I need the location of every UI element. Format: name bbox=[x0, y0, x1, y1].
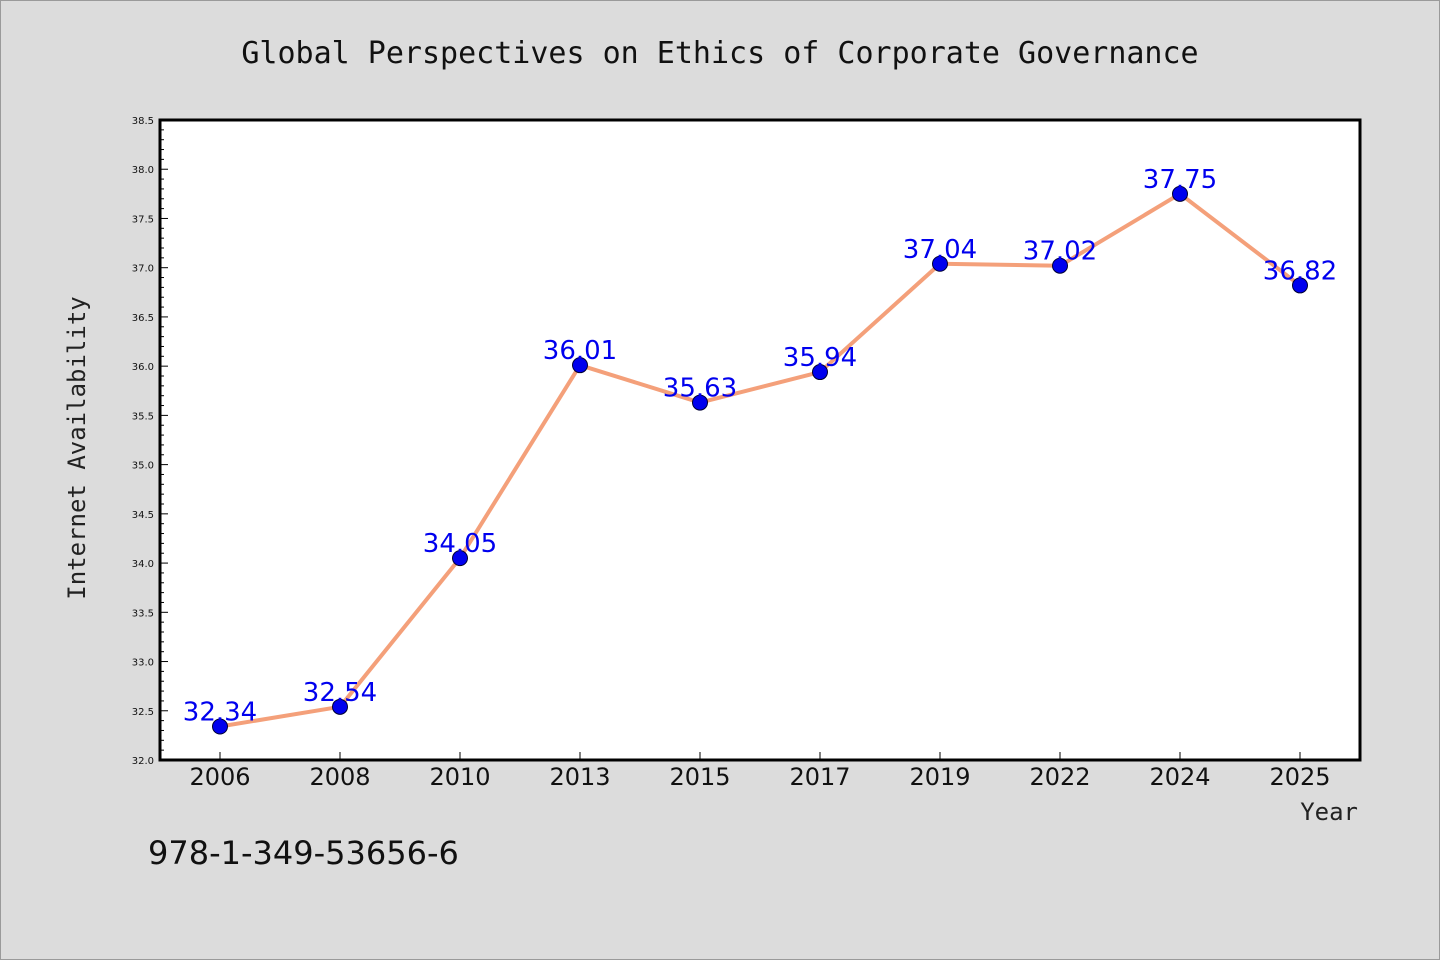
data-labels: 32.34 32.54 34.05 36.01 35.63 35.94 37.04 37.02… bbox=[183, 165, 1337, 728]
data-label: 36.01 bbox=[543, 336, 617, 366]
data-label: 37.75 bbox=[1143, 165, 1217, 195]
y-tick-label: 38.5 bbox=[132, 116, 154, 127]
data-point bbox=[1172, 185, 1188, 202]
x-axis-title: Year bbox=[1300, 798, 1358, 826]
series bbox=[212, 185, 1308, 735]
y-tick-label: 33.0 bbox=[132, 658, 154, 669]
data-point bbox=[1292, 277, 1308, 294]
data-label: 32.54 bbox=[303, 678, 377, 708]
data-point bbox=[812, 364, 828, 381]
data-label: 34.05 bbox=[423, 529, 497, 559]
x-tick-label: 2013 bbox=[549, 763, 610, 791]
y-axis-title: Internet Availability bbox=[63, 296, 91, 599]
y-axis: 32.0 32.5 33.0 33.5 34.0 34.5 35.0 35.5 36.0 36.5… bbox=[132, 116, 168, 767]
x-tick-label: 2010 bbox=[429, 763, 490, 791]
x-tick-label: 2019 bbox=[909, 763, 970, 791]
x-tick-label: 2015 bbox=[669, 763, 730, 791]
y-tick-label: 32.0 bbox=[132, 756, 154, 767]
isbn-label: 978-1-349-53656-6 bbox=[148, 834, 459, 872]
chart-title: Global Perspectives on Ethics of Corpora… bbox=[241, 36, 1198, 71]
data-point bbox=[212, 718, 228, 735]
x-tick-label: 2025 bbox=[1269, 763, 1330, 791]
y-tick-label: 35.0 bbox=[132, 461, 154, 472]
data-label: 37.02 bbox=[1023, 237, 1097, 267]
x-tick-label: 2008 bbox=[309, 763, 370, 791]
x-tick-label: 2024 bbox=[1149, 763, 1210, 791]
x-tick-label: 2017 bbox=[789, 763, 850, 791]
data-label: 35.63 bbox=[663, 374, 737, 404]
plot-area bbox=[158, 118, 1362, 762]
data-point bbox=[1052, 257, 1068, 274]
series-line bbox=[218, 191, 1302, 729]
y-tick-label: 34.5 bbox=[132, 510, 154, 521]
data-label: 36.82 bbox=[1263, 256, 1337, 286]
data-point bbox=[572, 357, 588, 374]
data-label: 32.34 bbox=[183, 698, 257, 728]
y-tick-label: 37.0 bbox=[132, 264, 154, 275]
data-label: 35.94 bbox=[783, 343, 857, 373]
data-point bbox=[932, 255, 948, 272]
data-label: 37.04 bbox=[903, 235, 977, 265]
data-point bbox=[332, 698, 348, 715]
y-tick-label: 36.5 bbox=[132, 313, 154, 324]
data-point bbox=[692, 394, 708, 411]
x-tick-label: 2006 bbox=[189, 763, 250, 791]
y-tick-label: 38.0 bbox=[132, 165, 154, 176]
x-tick-label: 2022 bbox=[1029, 763, 1090, 791]
y-tick-label: 37.5 bbox=[132, 214, 154, 225]
data-point bbox=[452, 550, 468, 567]
y-tick-label: 36.0 bbox=[132, 362, 154, 373]
y-tick-label: 34.0 bbox=[132, 559, 154, 570]
y-tick-label: 33.5 bbox=[132, 608, 154, 619]
y-tick-label: 32.5 bbox=[132, 707, 154, 718]
y-tick-label: 35.5 bbox=[132, 411, 154, 422]
x-axis: 2006 2008 2010 2013 2015 2017 2019 2022 2024 2025 bbox=[189, 752, 1331, 791]
